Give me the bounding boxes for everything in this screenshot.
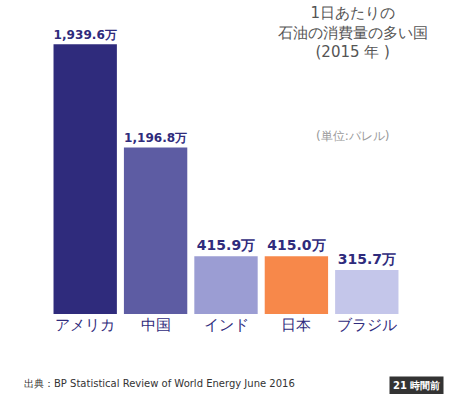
svg-text:1,196.8万: 1,196.8万 [124, 131, 187, 145]
svg-text:21 時間前: 21 時間前 [393, 380, 440, 391]
svg-text:415.9万: 415.9万 [197, 237, 255, 253]
svg-text:1,939.6万: 1,939.6万 [54, 28, 117, 42]
svg-text:ブラジル: ブラジル [337, 316, 397, 334]
svg-text:インド: インド [204, 316, 249, 334]
svg-text:1日あたりの石油の消費量の多い国(2015 年 ): 1日あたりの石油の消費量の多い国(2015 年 ) [278, 4, 428, 61]
svg-text:415.0万: 415.0万 [267, 237, 325, 253]
svg-text:315.7万: 315.7万 [338, 251, 396, 267]
svg-text:出典：BP Statistical Review of Wo: 出典：BP Statistical Review of World Energy… [24, 378, 295, 389]
svg-text:日本: 日本 [281, 316, 311, 334]
svg-text:(単位:バレル): (単位:バレル) [316, 129, 389, 143]
svg-text:アメリカ: アメリカ [55, 316, 115, 334]
svg-text:中国: 中国 [141, 316, 171, 334]
